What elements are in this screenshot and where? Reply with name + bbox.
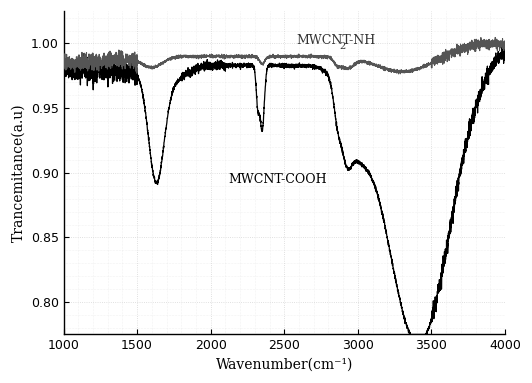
Y-axis label: Trancemitance(a.u): Trancemitance(a.u) bbox=[11, 103, 25, 242]
Text: MWCNT-COOH: MWCNT-COOH bbox=[228, 173, 327, 186]
X-axis label: Wavenumber(cm⁻¹): Wavenumber(cm⁻¹) bbox=[215, 358, 353, 372]
Text: MWCNT-NH: MWCNT-NH bbox=[296, 34, 375, 47]
Text: 2: 2 bbox=[339, 42, 346, 51]
